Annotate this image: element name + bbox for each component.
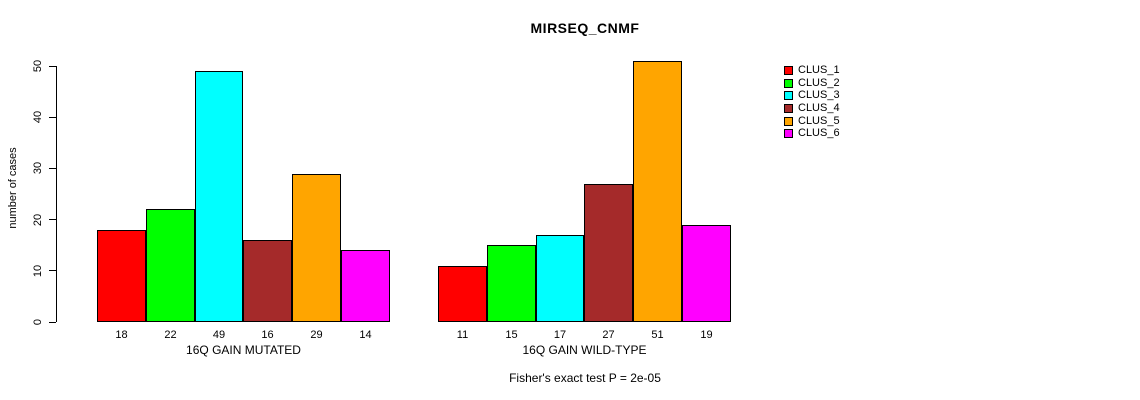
y-tick-label: 0 <box>32 318 44 326</box>
legend-swatch-clus_1 <box>784 65 793 75</box>
legend-label: CLUS_3 <box>798 89 840 102</box>
legend-swatch-clus_5 <box>784 116 793 126</box>
bar-value-label: 29 <box>310 329 323 341</box>
bar-g1-clus_6 <box>341 250 390 322</box>
x-group-label: 16Q GAIN MUTATED <box>186 343 301 357</box>
y-tick <box>49 167 56 169</box>
bar-value-label: 19 <box>700 329 713 341</box>
bar-g2-clus_2 <box>487 245 536 322</box>
y-tick-label: 10 <box>32 264 44 277</box>
legend-item: CLUS_6 <box>784 127 840 140</box>
annotation-text: Fisher's exact test P = 2e-05 <box>509 371 661 385</box>
bar-g2-clus_1 <box>438 266 487 322</box>
legend-item: CLUS_5 <box>784 115 840 128</box>
bar-value-label: 14 <box>359 329 372 341</box>
y-tick <box>49 219 56 221</box>
y-tick <box>49 116 56 118</box>
bar-value-label: 15 <box>505 329 518 341</box>
y-tick-label: 30 <box>32 162 44 175</box>
y-tick <box>49 270 56 272</box>
bar-g2-clus_4 <box>584 184 633 322</box>
legend-label: CLUS_4 <box>798 101 840 114</box>
legend-label: CLUS_6 <box>798 127 840 140</box>
legend-swatch-clus_4 <box>784 103 793 113</box>
legend-label: CLUS_1 <box>798 63 840 76</box>
x-group-label: 16Q GAIN WILD-TYPE <box>522 343 647 357</box>
bar-value-label: 18 <box>115 329 128 341</box>
legend: CLUS_1 CLUS_2 CLUS_3 CLUS_4 CLUS_5 CLUS_6 <box>784 64 840 140</box>
bar-value-label: 11 <box>456 329 469 341</box>
legend-swatch-clus_3 <box>784 91 793 101</box>
bar-value-label: 16 <box>261 329 274 341</box>
y-tick <box>49 321 56 323</box>
legend-item: CLUS_2 <box>784 77 840 90</box>
chart-title: MIRSEQ_CNMF <box>530 20 640 36</box>
y-axis-label: number of cases <box>7 147 19 229</box>
legend-item: CLUS_3 <box>784 89 840 102</box>
y-axis-line <box>56 66 57 322</box>
legend-item: CLUS_4 <box>784 102 840 115</box>
legend-label: CLUS_2 <box>798 76 840 89</box>
legend-label: CLUS_5 <box>798 114 840 127</box>
bar-g1-clus_1 <box>97 230 146 322</box>
bar-g2-clus_6 <box>682 225 731 322</box>
bar-value-label: 27 <box>602 329 615 341</box>
bar-g2-clus_3 <box>536 235 584 322</box>
bar-g1-clus_5 <box>292 174 341 322</box>
y-tick-label: 20 <box>32 213 44 226</box>
legend-item: CLUS_1 <box>784 64 840 77</box>
bar-value-label: 17 <box>553 329 567 341</box>
y-tick-label: 40 <box>32 111 44 124</box>
bar-g2-clus_5 <box>633 61 682 322</box>
bar-value-label: 49 <box>212 329 226 341</box>
bar-g1-clus_2 <box>146 209 195 322</box>
bar-g1-clus_3 <box>195 71 243 322</box>
y-tick-label: 50 <box>32 59 44 73</box>
bar-value-label: 22 <box>164 329 177 341</box>
legend-swatch-clus_2 <box>784 78 793 88</box>
bar-g1-clus_4 <box>243 240 292 322</box>
legend-swatch-clus_6 <box>784 129 793 139</box>
y-tick <box>49 65 56 67</box>
bar-value-label: 51 <box>651 329 664 341</box>
